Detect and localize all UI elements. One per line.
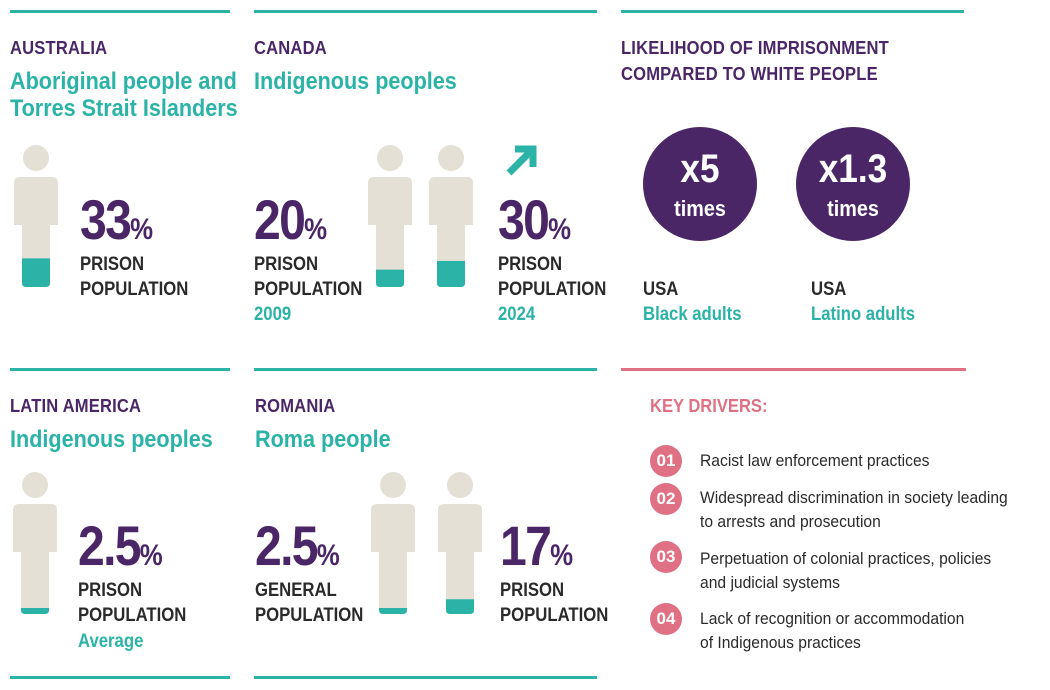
- multiplier-value-latino: x1.3: [818, 147, 888, 191]
- latin-america-note: Average: [78, 631, 144, 652]
- divider-bottom-latin-america: [10, 676, 230, 679]
- romania-general-value: 2.5%: [255, 514, 340, 577]
- person-icon-australia: [14, 145, 58, 287]
- australia-region: AUSTRALIA: [10, 38, 108, 58]
- latin-america-label-line2: POPULATION: [78, 605, 187, 626]
- person-body: [371, 504, 415, 614]
- person-fill-level: [368, 269, 412, 287]
- person-head: [447, 472, 473, 498]
- person-icon-canada-2024: [429, 145, 473, 287]
- romania-group: Roma people: [255, 426, 391, 453]
- canada-2024-value: 30%: [498, 188, 572, 251]
- driver-text-line2: and judicial systems: [700, 573, 840, 592]
- person-fill-level: [13, 608, 57, 614]
- divider-top-canada: [254, 10, 597, 13]
- driver-text-line1: Widespread discrimination in society lea…: [700, 488, 1008, 507]
- person-icon-latin-america: [13, 472, 57, 614]
- likelihood-group-black: Black adults: [643, 304, 742, 325]
- person-body: [429, 177, 473, 287]
- person-head: [380, 472, 406, 498]
- driver-text-line1: Lack of recognition or accommodation: [700, 609, 965, 628]
- multiplier-times-black: times: [674, 196, 726, 221]
- canada-2009-label-line1: PRISON: [254, 254, 319, 275]
- australia-group-line1: Aboriginal people and: [10, 68, 237, 95]
- divider-bottom-romania: [254, 676, 597, 679]
- australia-group-line2: Torres Strait Islanders: [10, 95, 238, 122]
- person-head: [438, 145, 464, 171]
- person-icon-canada-2009: [368, 145, 412, 287]
- person-fill-level: [371, 608, 415, 614]
- likelihood-country-latino: USA: [811, 279, 847, 300]
- canada-2024-year: 2024: [498, 304, 536, 325]
- person-body: [438, 504, 482, 614]
- person-icon-romania-general: [371, 472, 415, 614]
- divider-top-likelihood: [621, 10, 964, 13]
- divider-top-australia: [10, 10, 230, 13]
- driver-text-line2: of Indigenous practices: [700, 633, 861, 652]
- divider-mid-key-drivers: [621, 368, 966, 371]
- driver-text-line1: Racist law enforcement practices: [700, 451, 930, 470]
- canada-2024-label-line1: PRISON: [498, 254, 563, 275]
- driver-number-badge: 01: [650, 445, 682, 477]
- divider-mid-romania: [254, 368, 597, 371]
- romania-general-label-line1: GENERAL: [255, 580, 337, 601]
- driver-number-badge: 04: [650, 603, 682, 635]
- canada-2009-year: 2009: [254, 304, 292, 325]
- person-fill-level: [438, 599, 482, 614]
- romania-prison-label-line2: POPULATION: [500, 605, 609, 626]
- australia-label-line1: PRISON: [80, 254, 145, 275]
- likelihood-title-line1: LIKELIHOOD OF IMPRISONMENT: [621, 38, 889, 58]
- driver-number-badge: 03: [650, 541, 682, 573]
- driver-number-badge: 02: [650, 483, 682, 515]
- canada-2024-label-line2: POPULATION: [498, 279, 607, 300]
- key-drivers-title: KEY DRIVERS:: [650, 396, 768, 416]
- canada-group: Indigenous peoples: [254, 68, 457, 95]
- australia-value: 33%: [80, 188, 154, 251]
- canada-region: CANADA: [254, 38, 327, 58]
- arrow-up-right-icon: [506, 145, 537, 176]
- person-head: [377, 145, 403, 171]
- likelihood-group-latino: Latino adults: [811, 304, 916, 325]
- driver-text-line2: to arrests and prosecution: [700, 512, 881, 531]
- person-body: [13, 504, 57, 614]
- latin-america-label-line1: PRISON: [78, 580, 143, 601]
- romania-general-label-line2: POPULATION: [255, 605, 364, 626]
- likelihood-title-line2: COMPARED TO WHITE PEOPLE: [621, 64, 878, 84]
- australia-label-line2: POPULATION: [80, 279, 189, 300]
- person-body: [368, 177, 412, 287]
- canada-2009-value: 20%: [254, 188, 328, 251]
- latin-america-value: 2.5%: [78, 514, 163, 577]
- multiplier-value-black: x5: [680, 147, 720, 191]
- latin-america-region: LATIN AMERICA: [10, 396, 142, 416]
- canada-2009-label-line2: POPULATION: [254, 279, 363, 300]
- driver-text-line1: Perpetuation of colonial practices, poli…: [700, 549, 992, 568]
- romania-prison-value: 17%: [500, 514, 574, 577]
- person-fill-level: [14, 258, 58, 287]
- person-head: [22, 472, 48, 498]
- romania-prison-label-line1: PRISON: [500, 580, 565, 601]
- multiplier-circle-black: x5 times: [643, 127, 757, 241]
- latin-america-group: Indigenous peoples: [10, 426, 213, 453]
- multiplier-times-latino: times: [827, 196, 879, 221]
- person-fill-level: [429, 260, 473, 287]
- likelihood-country-black: USA: [643, 279, 679, 300]
- person-head: [23, 145, 49, 171]
- romania-region: ROMANIA: [255, 396, 336, 416]
- divider-mid-latin-america: [10, 368, 230, 371]
- person-icon-romania-prison: [438, 472, 482, 614]
- multiplier-circle-latino: x1.3 times: [796, 127, 910, 241]
